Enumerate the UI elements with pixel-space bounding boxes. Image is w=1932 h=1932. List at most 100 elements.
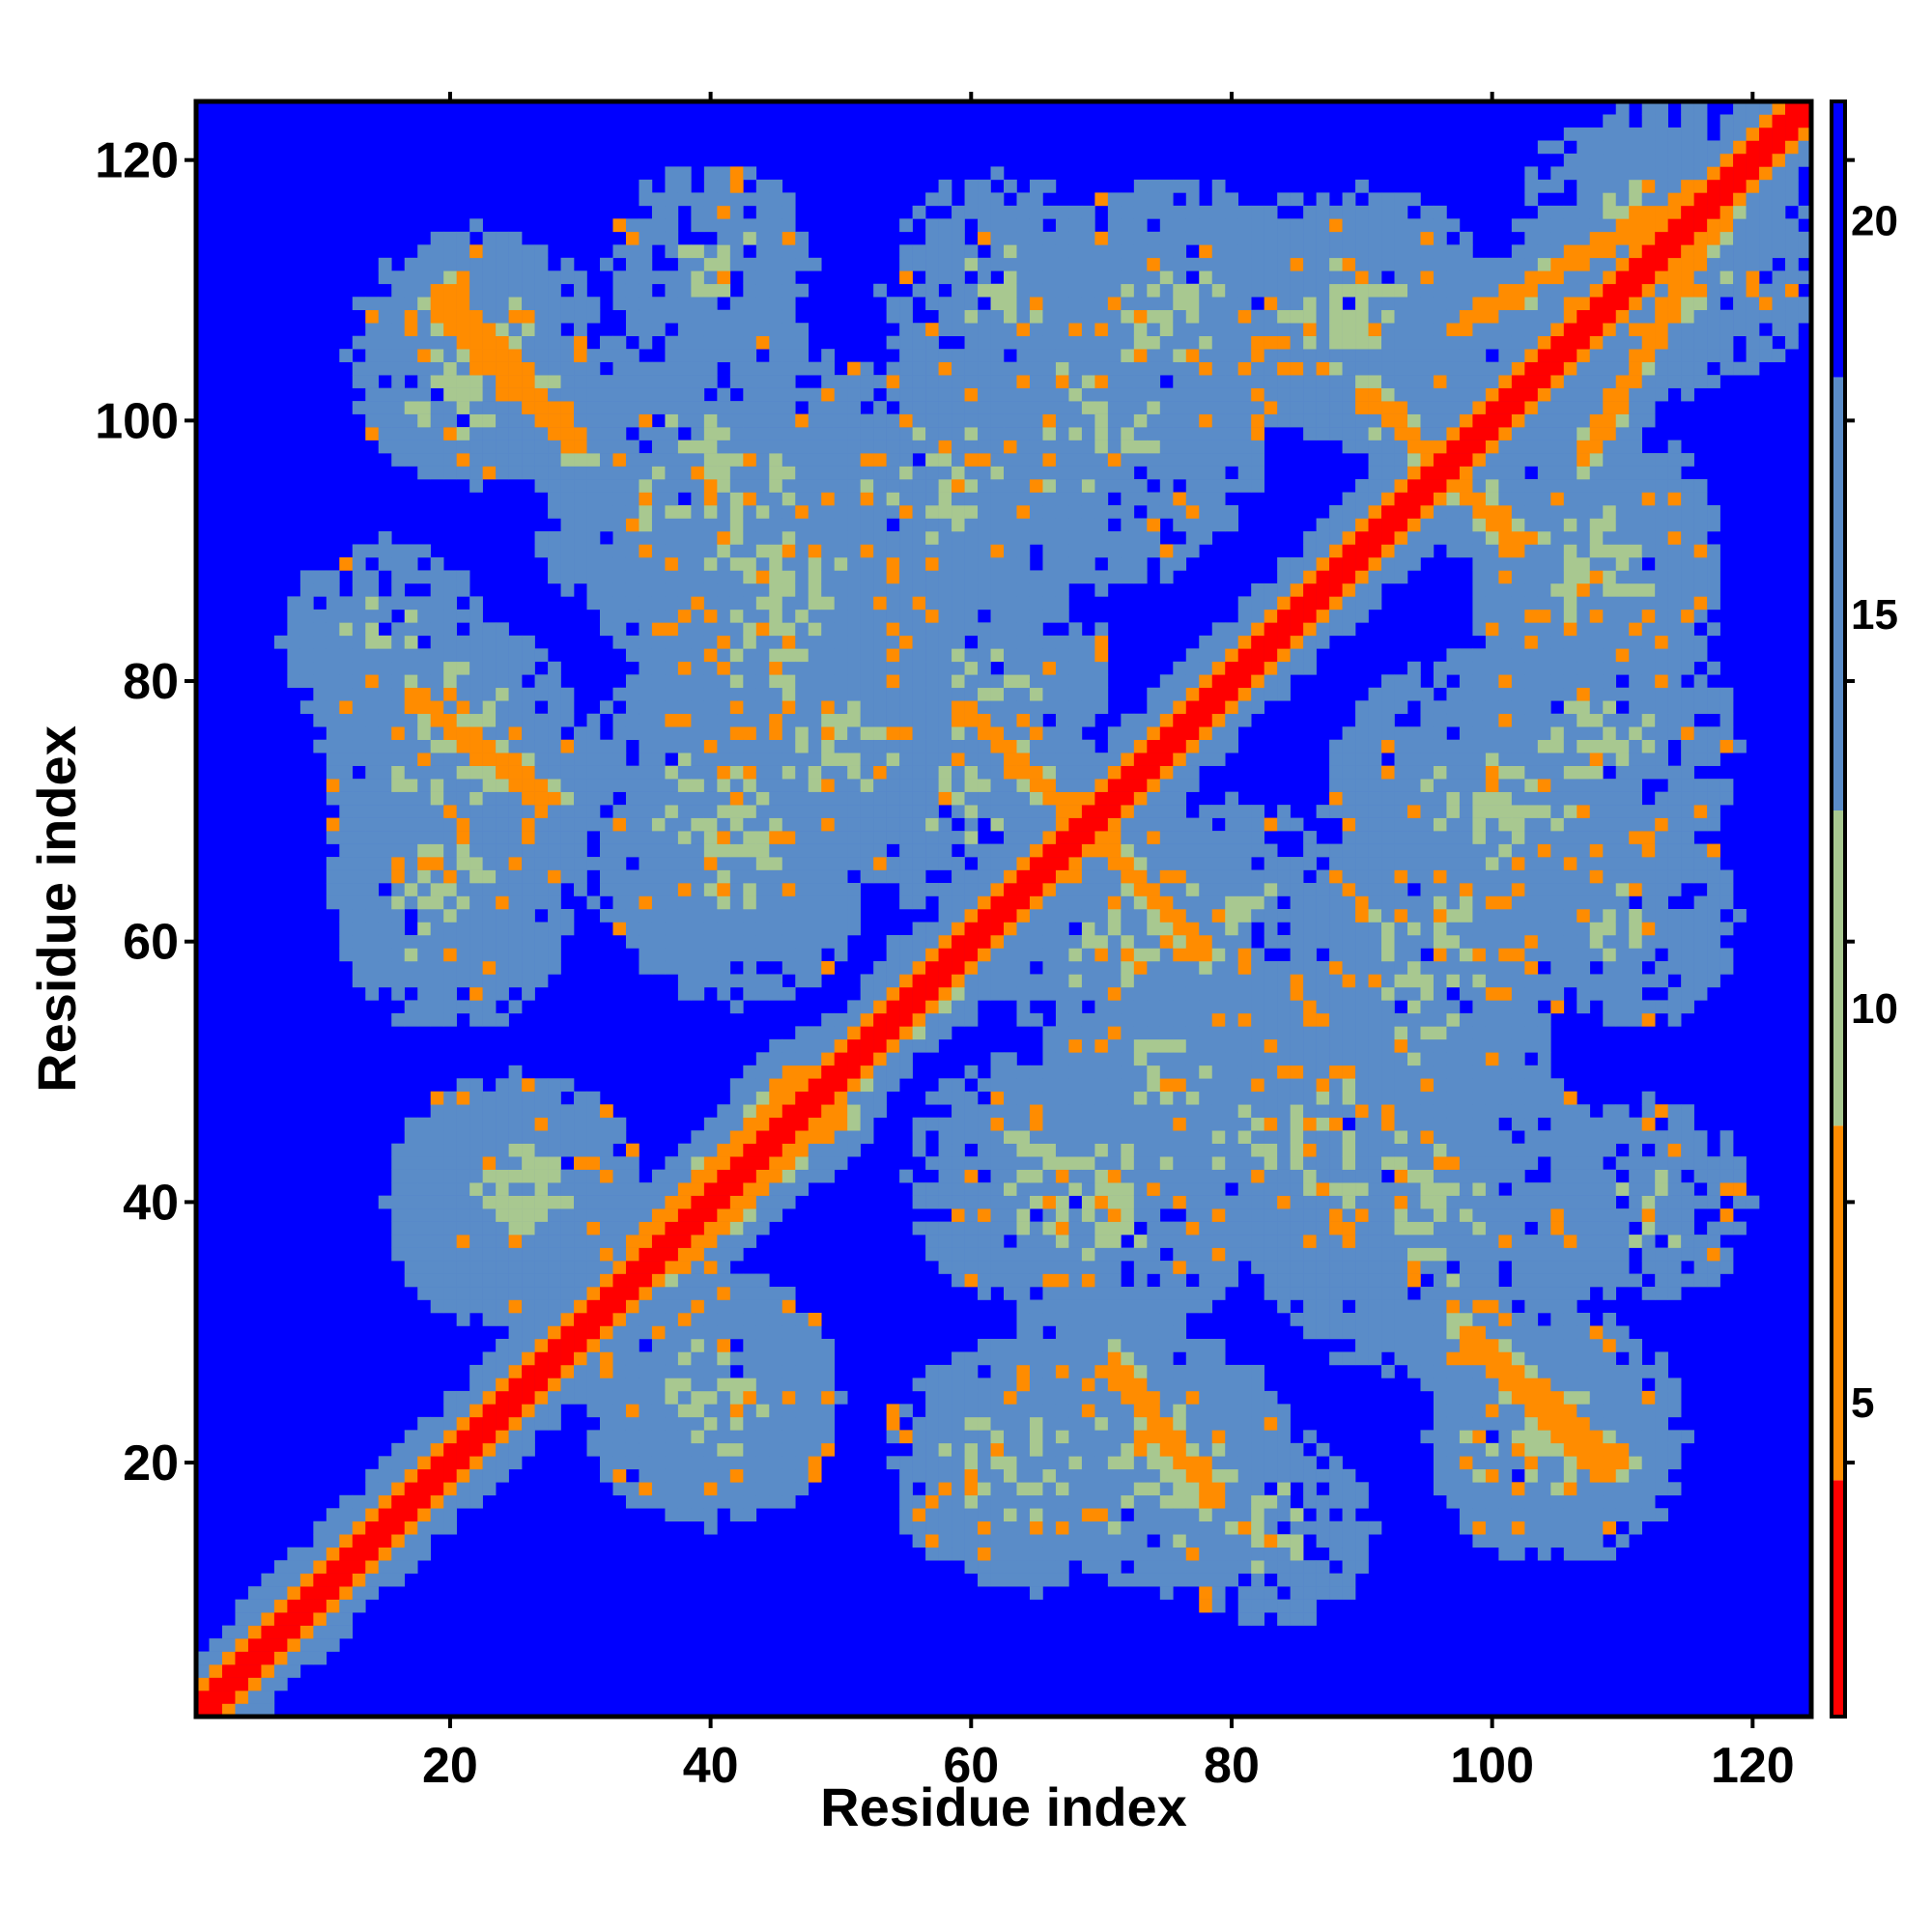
- heatmap-cell: [978, 283, 991, 298]
- heatmap-cell: [443, 1456, 457, 1470]
- heatmap-cell: [1016, 1261, 1031, 1274]
- heatmap-cell: [1121, 479, 1135, 493]
- heatmap-cell: [847, 401, 861, 414]
- heatmap-cell: [847, 1012, 861, 1027]
- heatmap-cell: [417, 922, 432, 936]
- heatmap-cell: [912, 349, 926, 362]
- heatmap-cell: [1029, 596, 1043, 611]
- heatmap-cell: [899, 1482, 913, 1496]
- heatmap-cell: [1055, 1378, 1069, 1392]
- heatmap-cell: [639, 648, 653, 663]
- heatmap-cell: [755, 753, 770, 766]
- heatmap-cell: [1004, 1261, 1017, 1274]
- heatmap-cell: [1029, 492, 1043, 506]
- heatmap-cell: [1029, 831, 1043, 844]
- heatmap-cell: [781, 1390, 796, 1405]
- heatmap-cell: [860, 453, 874, 467]
- heatmap-cell: [899, 687, 913, 701]
- heatmap-cell: [1004, 1156, 1017, 1170]
- heatmap-cell: [352, 713, 366, 727]
- heatmap-cell: [873, 1038, 887, 1053]
- heatmap-cell: [1081, 270, 1095, 285]
- heatmap-cell: [496, 986, 509, 1001]
- heatmap-cell: [651, 805, 666, 818]
- heatmap-cell: [665, 1182, 679, 1196]
- heatmap-cell: [755, 492, 770, 506]
- heatmap-cell: [1055, 387, 1069, 402]
- heatmap-cell: [964, 244, 979, 259]
- heatmap-cell: [586, 1247, 601, 1262]
- heatmap-cell: [625, 1235, 639, 1248]
- heatmap-cell: [755, 622, 770, 637]
- heatmap-cell: [326, 726, 340, 741]
- heatmap-cell: [560, 1104, 575, 1119]
- heatmap-cell: [781, 1416, 796, 1431]
- heatmap-cell: [729, 544, 744, 558]
- heatmap-cell: [938, 1378, 952, 1392]
- heatmap-cell: [625, 817, 639, 832]
- heatmap-cell: [952, 309, 965, 324]
- heatmap-cell: [469, 244, 483, 259]
- heatmap-cell: [1016, 1065, 1031, 1079]
- heatmap-cell: [938, 1442, 952, 1457]
- heatmap-cell: [1081, 518, 1095, 532]
- heatmap-cell: [1016, 1299, 1031, 1314]
- heatmap-cell: [860, 661, 874, 675]
- heatmap-cell: [665, 609, 679, 623]
- heatmap-cell: [1042, 843, 1057, 858]
- heatmap-cell: [443, 635, 457, 649]
- heatmap-cell: [469, 674, 483, 689]
- heatmap-cell: [639, 544, 653, 558]
- heatmap-cell: [522, 817, 535, 832]
- heatmap-cell: [496, 1130, 509, 1145]
- heatmap-cell: [952, 960, 965, 975]
- heatmap-cell: [978, 1430, 991, 1444]
- heatmap-cell: [522, 244, 535, 259]
- heatmap-cell: [1121, 1026, 1135, 1040]
- heatmap-cell: [1016, 1273, 1031, 1288]
- heatmap-cell: [755, 1378, 770, 1392]
- heatmap-cell: [287, 1625, 301, 1639]
- heatmap-cell: [600, 909, 613, 923]
- heatmap-cell: [456, 713, 470, 727]
- heatmap-cell: [612, 1378, 627, 1392]
- heatmap-cell: [1094, 1143, 1109, 1157]
- heatmap-cell: [1107, 1117, 1122, 1131]
- heatmap-cell: [925, 335, 939, 350]
- heatmap-cell: [1004, 1078, 1017, 1093]
- heatmap-cell: [339, 791, 354, 806]
- heatmap-cell: [1081, 1143, 1095, 1157]
- heatmap-cell: [834, 883, 848, 896]
- heatmap-cell: [665, 948, 679, 962]
- heatmap-cell: [860, 582, 874, 597]
- heatmap-cell: [560, 530, 575, 545]
- heatmap-cell: [886, 440, 900, 454]
- heatmap-cell: [508, 1261, 523, 1274]
- heatmap-cell: [1107, 1456, 1122, 1470]
- heatmap-cell: [600, 466, 613, 480]
- heatmap-cell: [625, 1338, 639, 1352]
- heatmap-cell: [781, 1482, 796, 1496]
- heatmap-cell: [743, 843, 757, 858]
- heatmap-cell: [456, 1494, 470, 1509]
- heatmap-cell: [795, 1338, 810, 1352]
- heatmap-cell: [808, 753, 822, 766]
- heatmap-cell: [860, 440, 874, 454]
- heatmap-cell: [769, 922, 783, 936]
- heatmap-cell: [795, 895, 810, 910]
- heatmap-cell: [1107, 1442, 1122, 1457]
- heatmap-cell: [1107, 1430, 1122, 1444]
- heatmap-cell: [548, 960, 561, 975]
- heatmap-cell: [574, 518, 587, 532]
- heatmap-cell: [912, 556, 926, 571]
- heatmap-cell: [600, 440, 613, 454]
- heatmap-cell: [508, 1287, 523, 1300]
- heatmap-cell: [496, 869, 509, 884]
- heatmap-cell: [964, 335, 979, 350]
- heatmap-cell: [1121, 1364, 1135, 1378]
- heatmap-cell: [925, 401, 939, 414]
- heatmap-cell: [1029, 869, 1043, 884]
- heatmap-cell: [1016, 700, 1031, 715]
- heatmap-cell: [1004, 570, 1017, 584]
- heatmap-cell: [886, 1026, 900, 1040]
